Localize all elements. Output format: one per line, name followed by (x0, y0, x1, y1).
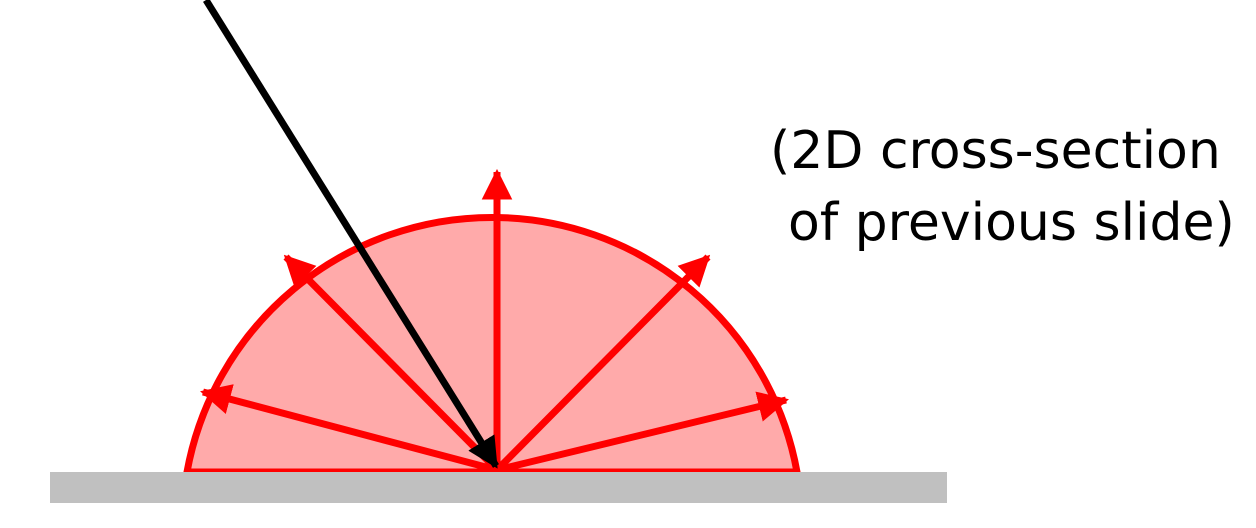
reflected-ray-lower-right (496, 391, 789, 474)
surface (50, 472, 947, 503)
incident-ray (203, 0, 499, 469)
caption-line-2: of previous slide) (788, 193, 1235, 253)
caption-line-1: (2D cross-section (770, 121, 1221, 181)
reflected-ray-upper-left (283, 254, 500, 473)
reflected-ray-lower-left (200, 384, 498, 474)
reflected-ray-upper-right (494, 254, 711, 473)
